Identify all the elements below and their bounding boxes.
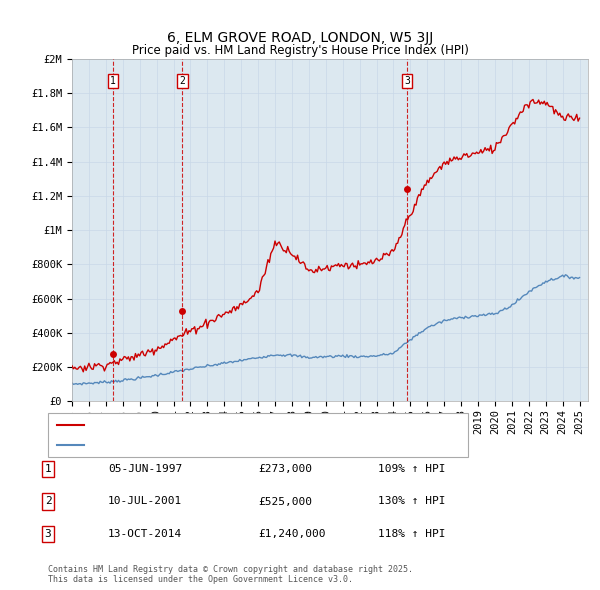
Text: 05-JUN-1997: 05-JUN-1997 (108, 464, 182, 474)
Text: 6, ELM GROVE ROAD, LONDON, W5 3JJ: 6, ELM GROVE ROAD, LONDON, W5 3JJ (167, 31, 433, 45)
Text: 2: 2 (179, 76, 185, 86)
Text: HPI: Average price, semi-detached house, Ealing: HPI: Average price, semi-detached house,… (90, 440, 407, 450)
Text: £1,240,000: £1,240,000 (258, 529, 325, 539)
Text: 2: 2 (44, 497, 52, 506)
Text: 3: 3 (44, 529, 52, 539)
Text: £273,000: £273,000 (258, 464, 312, 474)
Text: £525,000: £525,000 (258, 497, 312, 506)
Text: Contains HM Land Registry data © Crown copyright and database right 2025.
This d: Contains HM Land Registry data © Crown c… (48, 565, 413, 584)
Text: 10-JUL-2001: 10-JUL-2001 (108, 497, 182, 506)
Text: 130% ↑ HPI: 130% ↑ HPI (378, 497, 445, 506)
Text: 109% ↑ HPI: 109% ↑ HPI (378, 464, 445, 474)
Text: 118% ↑ HPI: 118% ↑ HPI (378, 529, 445, 539)
Text: 3: 3 (404, 76, 410, 86)
Text: Price paid vs. HM Land Registry's House Price Index (HPI): Price paid vs. HM Land Registry's House … (131, 44, 469, 57)
Text: 1: 1 (110, 76, 116, 86)
Text: 1: 1 (44, 464, 52, 474)
Text: 13-OCT-2014: 13-OCT-2014 (108, 529, 182, 539)
Text: 6, ELM GROVE ROAD, LONDON, W5 3JJ (semi-detached house): 6, ELM GROVE ROAD, LONDON, W5 3JJ (semi-… (90, 421, 461, 430)
